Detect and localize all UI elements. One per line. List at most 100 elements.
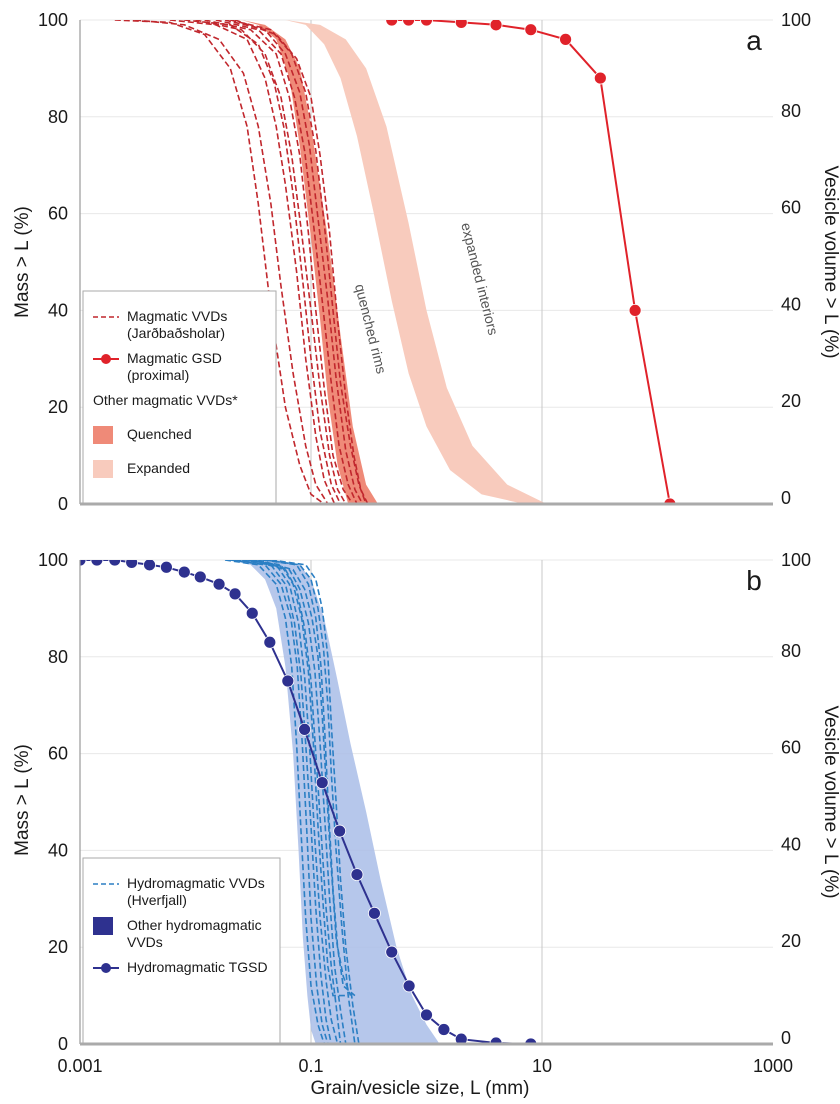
panel-a-legend: Magmatic VVDs(Jarðbaðsholar) Magmatic GSD…: [82, 290, 277, 504]
dashed-curve: [253, 560, 347, 1044]
x-tick-label: 10: [532, 1056, 552, 1076]
legend-label: Hydromagmatic VVDs: [127, 875, 265, 891]
data-point: [454, 1032, 468, 1044]
y-tick-label-right: 40: [781, 834, 801, 854]
data-point: [177, 565, 191, 579]
data-point: [245, 606, 259, 620]
dashed-curve: [114, 20, 325, 504]
y-tick-label-right: 100: [781, 10, 811, 30]
panel-b-legend: Hydromagmatic VVDs(Hverfjall) Other hydro…: [82, 857, 281, 1044]
data-point: [437, 1023, 451, 1036]
y-tick-label-right: 0: [781, 1028, 791, 1048]
panel-b-ylabel-right: Vesicle volume > L (%): [820, 705, 840, 898]
band-label-expanded-interiors: expanded interiors: [458, 221, 501, 337]
legend-label: VVDs: [127, 934, 163, 950]
data-point: [368, 906, 381, 920]
data-point: [108, 560, 122, 567]
data-point: [125, 560, 139, 569]
series-line: [391, 20, 671, 504]
dashed-curve: [230, 560, 329, 1044]
panel-a-ylabel-left: Mass > L (%): [12, 206, 33, 318]
legend-label: Expanded: [127, 460, 190, 476]
legend-box: [82, 290, 277, 504]
panel-a-axes: [79, 20, 773, 506]
legend-label: (Hverfjall): [127, 892, 187, 908]
data-point: [524, 23, 538, 37]
y-tick-label-right: 20: [781, 391, 801, 411]
panel-a-letter: a: [746, 25, 762, 56]
band-other-hydromagmatic-vvds: [230, 560, 440, 1044]
panel-b-letter: b: [746, 565, 762, 596]
y-tick-label-right: 60: [781, 738, 801, 758]
panel-a-ylabel-right: Vesicle volume > L (%): [820, 165, 840, 358]
legend-box: [82, 857, 281, 1044]
dashed-curve: [234, 560, 333, 1044]
legend-marker-icon: [101, 963, 111, 973]
legend-label: Magmatic GSD: [127, 350, 222, 366]
y-tick-label-left: 20: [48, 397, 68, 417]
panel-b-ylabel-left: Mass > L (%): [12, 744, 33, 856]
dashed-curve: [241, 560, 339, 1044]
y-tick-label-left: 40: [48, 300, 68, 320]
data-point: [160, 560, 173, 574]
band-label-quenched-rims: quenched rims: [352, 282, 390, 375]
legend-label: Magmatic VVDs: [127, 308, 227, 324]
legend-marker-icon: [101, 354, 111, 364]
y-tick-label-right: 0: [781, 488, 791, 508]
panel-b-axes: [79, 560, 773, 1046]
band-expanded: [285, 20, 547, 504]
dashed-curve: [135, 20, 329, 504]
y-tick-label-right: 100: [781, 550, 811, 570]
dashed-curve: [169, 20, 336, 504]
data-point: [489, 20, 503, 32]
y-tick-label-left: 20: [48, 937, 68, 957]
data-point: [212, 577, 226, 591]
panel-a-plot-area: [114, 20, 677, 504]
data-point: [350, 868, 364, 881]
x-tick-label: 1000: [753, 1056, 793, 1076]
data-point: [143, 560, 156, 572]
band-quenched: [241, 20, 378, 504]
y-tick-label-left: 80: [48, 107, 68, 127]
y-tick-label-left: 60: [48, 744, 68, 764]
y-tick-label-right: 80: [781, 641, 801, 661]
data-point: [80, 560, 87, 567]
dashed-curve: [264, 560, 356, 1044]
x-axis-label: Grain/vesicle size, L (mm): [311, 1078, 530, 1099]
panel-b: 0 0 20 20 40 40 60 60 80 80 100 100 0.001 0.1 10 1000 b…: [12, 550, 840, 1076]
panel-b-plot-area: [80, 560, 538, 1044]
legend-label: Other hydromagmatic: [127, 917, 262, 933]
x-tick-label: 0.1: [298, 1056, 323, 1076]
data-point: [298, 723, 311, 736]
legend-label: (proximal): [127, 367, 189, 383]
dashed-curve: [246, 560, 346, 997]
data-point: [228, 587, 242, 601]
y-tick-label-left: 0: [58, 1034, 68, 1054]
data-point: [263, 635, 277, 649]
y-tick-label-right: 80: [781, 101, 801, 121]
dashed-curve: [262, 560, 352, 996]
dashed-curve: [224, 20, 364, 504]
dashed-curve: [204, 20, 354, 504]
legend-swatch-icon: [93, 426, 113, 444]
y-tick-label-left: 60: [48, 204, 68, 224]
y-tick-label-left: 100: [38, 10, 68, 30]
legend-label: Hydromagmatic TGSD: [127, 959, 268, 975]
dashed-curve: [195, 20, 347, 504]
data-point: [385, 20, 399, 27]
dashed-curve: [215, 20, 358, 504]
data-point: [90, 560, 104, 567]
y-tick-label-left: 0: [58, 494, 68, 514]
y-tick-label-left: 40: [48, 840, 68, 860]
data-point: [402, 20, 416, 27]
data-point: [315, 776, 329, 790]
y-tick-label-right: 60: [781, 198, 801, 218]
data-point: [593, 71, 607, 85]
dashed-curve: [234, 20, 369, 504]
x-tick-label: 0.001: [57, 1056, 102, 1076]
data-point: [385, 945, 399, 959]
data-point: [628, 303, 642, 317]
y-tick-label-left: 100: [38, 550, 68, 570]
dashed-curve: [224, 560, 325, 1044]
